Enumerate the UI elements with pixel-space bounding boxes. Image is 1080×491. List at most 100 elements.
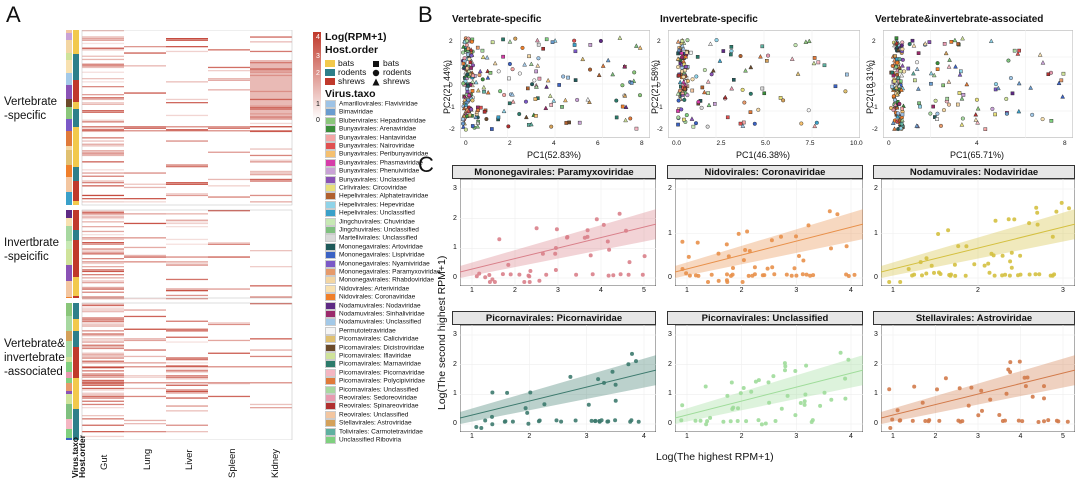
heat-cell (82, 344, 124, 346)
scatter-point (607, 247, 612, 252)
heat-cell (166, 290, 208, 292)
scatter-point (613, 382, 618, 387)
scatter-point (794, 234, 798, 239)
heat-cell (82, 309, 124, 311)
facet-plot (460, 179, 656, 286)
scale-tick: 3 (316, 53, 320, 60)
facet-xtick: 1 (470, 287, 474, 294)
pca-point (729, 45, 734, 49)
pca-point (1016, 108, 1022, 114)
scatter-point (680, 239, 685, 244)
facet-ytick: 0 (453, 420, 457, 427)
heat-cell (124, 256, 166, 258)
heat-cell (166, 362, 208, 364)
scatter-point (946, 228, 951, 233)
scatter-point (957, 386, 962, 391)
facet-ytick: 1 (453, 244, 457, 252)
pca-ytick: -2 (657, 126, 663, 133)
pca-point (918, 104, 922, 109)
heat-cell (250, 118, 292, 120)
heat-cell (82, 325, 124, 327)
scatter-point (698, 418, 703, 423)
pca-ytick: -1 (657, 104, 663, 111)
scatter-point (753, 379, 758, 384)
scatter-point (477, 271, 482, 276)
pca-point (959, 69, 963, 74)
virus-legend-label: Bunyavirales: Hantaviridae (339, 134, 417, 142)
confidence-band (881, 355, 1075, 424)
virus-color-swatch (325, 217, 336, 226)
pca-point (541, 46, 545, 51)
pca-point (892, 98, 897, 103)
virus-legend-item: Picornavirales: Iflaviridae (325, 352, 411, 360)
pca-plot (883, 30, 1073, 138)
pca-plot (668, 30, 860, 138)
virus-color-swatch (325, 251, 336, 260)
scatter-point (542, 402, 547, 407)
scatter-point (1016, 418, 1021, 423)
pca-point (461, 61, 466, 66)
heat-cell (208, 79, 250, 81)
heat-cell (124, 222, 166, 225)
pca-point (566, 75, 570, 80)
pca-point (614, 115, 619, 120)
pca-point (959, 96, 965, 101)
virus-taxo-cell (66, 60, 72, 73)
virus-taxo-cell (66, 165, 72, 177)
scatter-point (680, 267, 685, 271)
host-color-swatch (325, 78, 335, 86)
panel-c-xlabel: Log(The highest RPM+1) (656, 451, 774, 463)
pca-point (563, 97, 568, 103)
scatter-point (835, 212, 840, 217)
heat-cell (82, 78, 124, 80)
heat-cell (82, 280, 124, 282)
pca-point (729, 49, 734, 54)
pca-point (628, 116, 633, 121)
pca-point (572, 38, 577, 43)
pca-point (473, 114, 479, 120)
scatter-point (802, 399, 807, 404)
scatter-point (992, 273, 997, 278)
pca-point (479, 105, 483, 110)
pca-point (496, 115, 501, 120)
pca-point (513, 36, 518, 41)
pca-point (682, 87, 687, 91)
pca-point (463, 127, 468, 132)
virus-color-swatch (325, 184, 336, 192)
scatter-point (490, 277, 495, 282)
heat-cell (124, 198, 166, 200)
facet-ytick: 2 (453, 214, 457, 222)
heat-cell (82, 213, 124, 215)
virus-taxo-cell (66, 331, 72, 341)
scatter-point (827, 209, 832, 214)
heat-cell (250, 70, 292, 72)
virus-taxo-cell (66, 226, 72, 241)
pca-point (975, 105, 981, 111)
scatter-point (506, 262, 511, 267)
pca-point (522, 62, 527, 67)
virus-legend-label: Nidovirales: Arteriviridae (339, 285, 410, 293)
pca-point (520, 45, 525, 50)
heat-cell (166, 264, 208, 266)
virus-taxo-cell (66, 429, 72, 438)
heat-cell (208, 243, 250, 245)
scatter-point (765, 266, 770, 271)
scatter-point (680, 403, 685, 408)
pca-point (488, 70, 493, 75)
scatter-point (762, 273, 767, 278)
virus-legend-item: Picornavirales: Dicistroviridae (325, 343, 424, 352)
virus-color-swatch (325, 310, 336, 318)
scatter-point (852, 272, 857, 277)
heat-cell (166, 320, 208, 322)
facet-ytick: 1 (874, 229, 878, 237)
scatter-point (912, 384, 917, 389)
heat-cell (124, 183, 166, 185)
heat-cell (82, 129, 124, 131)
pca-point (524, 114, 529, 120)
host-order-cell (73, 386, 79, 409)
virus-legend-item: Hepelivirales: Hepeviridae (325, 200, 415, 209)
heat-cell (208, 352, 250, 354)
virus-taxo-cell (66, 200, 72, 205)
pca-point (473, 79, 479, 85)
scatter-point (979, 388, 984, 393)
